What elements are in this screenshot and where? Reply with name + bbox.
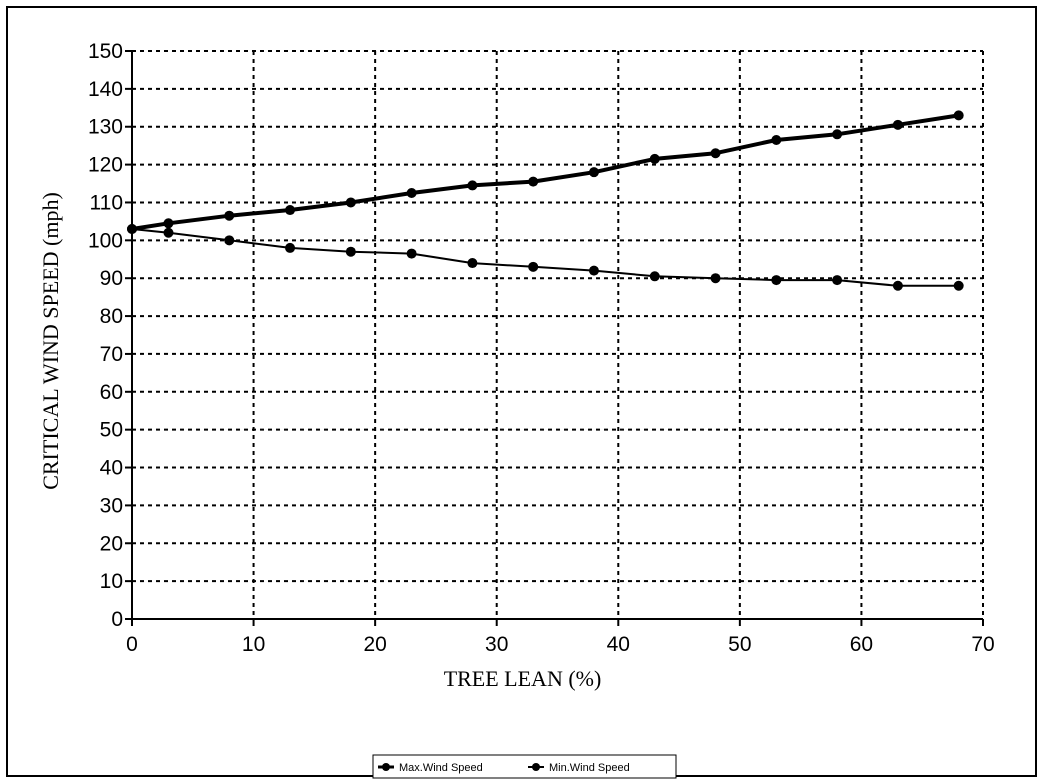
- data-point-max-wind-speed: [406, 188, 417, 198]
- y-tick-label: 140: [88, 78, 123, 101]
- data-series: [127, 110, 964, 291]
- grid-lines: [132, 50, 984, 619]
- legend-label-max-wind-speed: Max.Wind Speed: [399, 762, 483, 774]
- chart-frame: [6, 6, 1037, 777]
- data-point-min-wind-speed: [588, 265, 599, 276]
- data-point-max-wind-speed: [710, 148, 721, 159]
- legend-box: [372, 754, 677, 779]
- y-tick-label: 50: [100, 419, 123, 442]
- data-point-min-wind-speed: [224, 235, 235, 246]
- data-point-max-wind-speed: [285, 205, 296, 216]
- legend: Max.Wind Speed Min.Wind Speed: [372, 754, 677, 779]
- x-tick-label: 70: [971, 633, 994, 656]
- data-point-max-wind-speed: [224, 210, 235, 221]
- y-tick-label: 120: [88, 154, 123, 177]
- y-axis-title: CRITICAL WIND SPEED (mph): [38, 192, 63, 490]
- x-tick-label: 10: [242, 633, 265, 656]
- legend-label-min-wind-speed: Min.Wind Speed: [549, 762, 630, 774]
- y-tick-label: 30: [100, 494, 123, 517]
- data-point-max-wind-speed: [892, 119, 903, 130]
- data-point-min-wind-speed: [953, 280, 964, 291]
- axes: [125, 50, 984, 626]
- y-tick-label: 0: [111, 608, 123, 631]
- data-point-max-wind-speed: [588, 167, 599, 178]
- x-tick-label: 50: [728, 633, 751, 656]
- y-tick-label: 20: [100, 532, 123, 555]
- data-point-min-wind-speed: [285, 242, 296, 253]
- y-tick-label: 90: [100, 267, 123, 290]
- x-tick-label: 40: [607, 633, 630, 656]
- y-tick-label: 110: [90, 191, 123, 214]
- x-tick-label: 0: [126, 633, 138, 656]
- data-point-min-wind-speed: [406, 248, 417, 259]
- legend-marker-max-wind-speed: [382, 763, 390, 771]
- y-tick-label: 40: [100, 457, 123, 480]
- y-tick-label: 130: [88, 116, 123, 139]
- y-tick-label: 150: [88, 40, 123, 63]
- data-point-min-wind-speed: [771, 275, 782, 286]
- data-point-min-wind-speed: [467, 258, 478, 269]
- x-axis-title: TREE LEAN (%): [444, 666, 602, 691]
- x-tick-label: 20: [363, 633, 386, 656]
- y-tick-label: 80: [100, 305, 123, 328]
- y-tick-label: 100: [88, 229, 123, 252]
- legend-marker-min-wind-speed: [532, 763, 540, 771]
- x-tick-labels: 0 10 20 30 40 50 60 70: [126, 633, 995, 656]
- data-point-max-wind-speed: [771, 134, 782, 145]
- y-tick-label: 70: [100, 343, 123, 366]
- data-point-max-wind-speed: [832, 129, 843, 140]
- data-point-min-wind-speed: [345, 246, 356, 257]
- data-point-min-wind-speed: [528, 261, 539, 272]
- data-point-min-wind-speed: [710, 273, 721, 284]
- data-point-min-wind-speed: [163, 227, 174, 238]
- data-point-max-wind-speed: [467, 180, 478, 191]
- y-tick-labels: 0 10 20 30 40 50 60 70 80 90 100 110 120 130 140 150: [88, 40, 123, 631]
- data-point-min-wind-speed: [127, 223, 137, 234]
- data-point-max-wind-speed: [649, 153, 660, 164]
- y-tick-label: 10: [100, 570, 123, 593]
- data-point-min-wind-speed: [649, 271, 660, 282]
- data-point-max-wind-speed: [345, 197, 356, 208]
- data-point-min-wind-speed: [832, 275, 843, 286]
- data-point-max-wind-speed: [953, 110, 964, 121]
- data-point-max-wind-speed: [163, 218, 174, 229]
- data-point-max-wind-speed: [528, 176, 539, 187]
- x-tick-label: 30: [485, 633, 508, 656]
- data-point-min-wind-speed: [892, 280, 903, 291]
- y-tick-label: 60: [100, 381, 123, 404]
- x-tick-label: 60: [850, 633, 873, 656]
